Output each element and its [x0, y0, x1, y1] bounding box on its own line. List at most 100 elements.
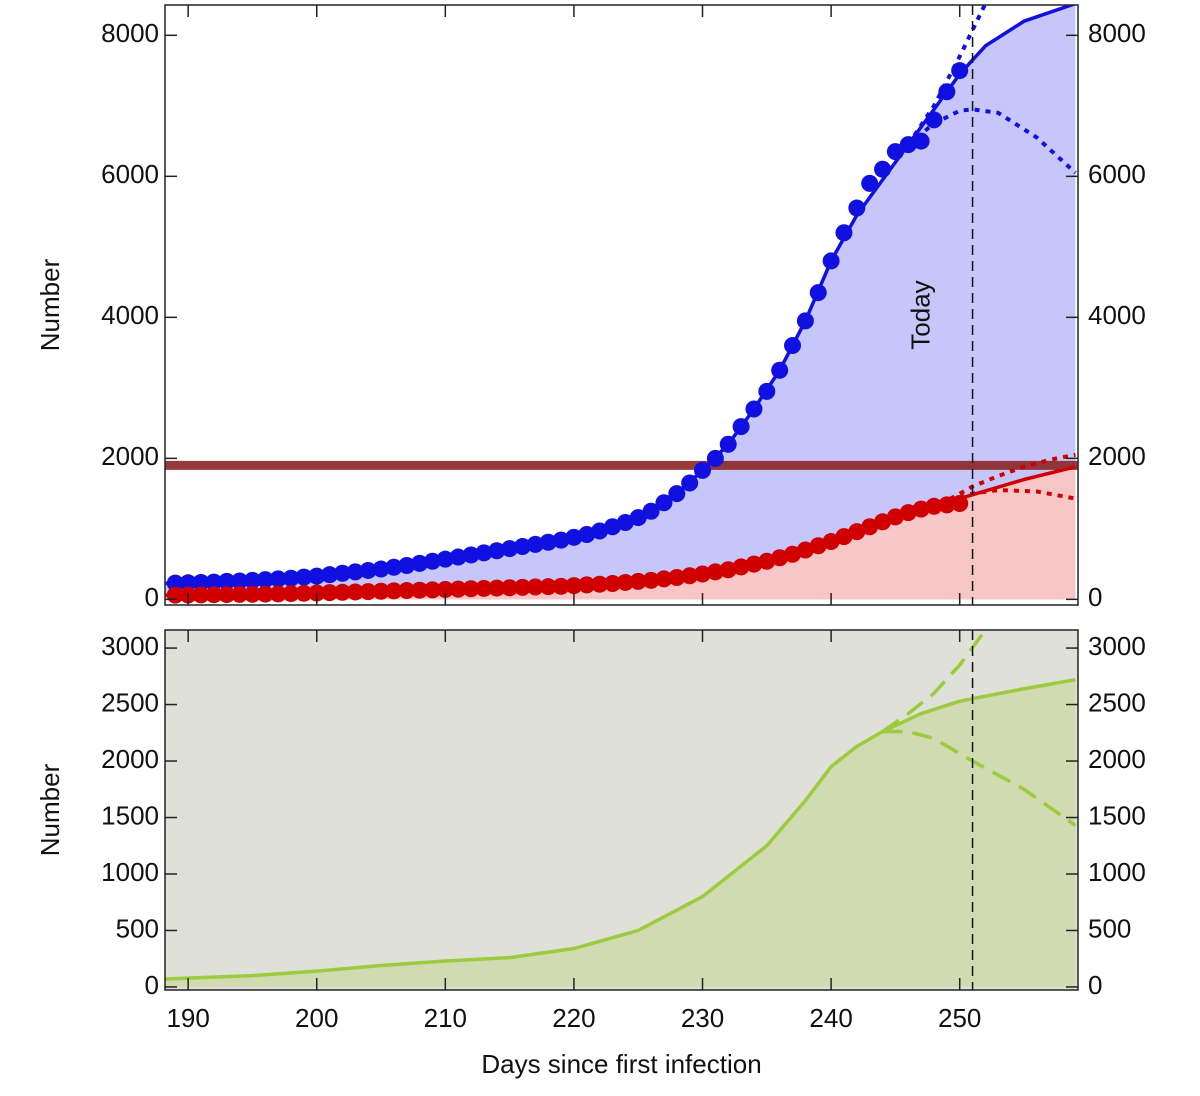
data-point [578, 525, 596, 543]
data-point [411, 581, 429, 599]
data-point [166, 574, 184, 592]
area [165, 679, 1076, 987]
data-point [565, 528, 583, 546]
data-point [899, 136, 917, 154]
data-point [668, 485, 686, 503]
data-point [938, 83, 956, 101]
data-point [694, 565, 712, 583]
data-point [205, 573, 223, 591]
data-point [513, 578, 531, 596]
data-point [591, 522, 609, 540]
data-point [501, 579, 519, 597]
data-point [475, 544, 493, 562]
data-point [462, 546, 480, 564]
data-point [436, 580, 454, 598]
data-point [372, 560, 390, 578]
data-point [809, 537, 827, 555]
data-point [629, 572, 647, 590]
y-tick-label: 3000 [101, 631, 159, 661]
projection-line [881, 630, 987, 734]
data-point [758, 552, 776, 570]
data-point [681, 474, 699, 492]
data-point [333, 583, 351, 601]
data-point [282, 585, 300, 603]
data-point [243, 571, 261, 589]
y-tick-label: 8000 [101, 18, 159, 48]
data-point [642, 502, 660, 520]
data-point [874, 513, 892, 531]
data-point [642, 571, 660, 589]
data-point [925, 111, 943, 129]
data-point [192, 586, 210, 604]
y-tick-label: 2000 [101, 441, 159, 471]
data-point [912, 132, 930, 150]
data-point [886, 508, 904, 526]
y2-tick-label: 8000 [1088, 18, 1146, 48]
data-point [346, 563, 364, 581]
data-point [269, 585, 287, 603]
data-point [938, 496, 956, 514]
data-point [745, 400, 763, 418]
data-point [552, 577, 570, 595]
data-point [436, 550, 454, 568]
data-point [385, 558, 403, 576]
data-point [243, 585, 261, 603]
data-point [321, 566, 339, 584]
data-point [951, 494, 969, 512]
y-tick-label: 2500 [101, 687, 159, 717]
data-point [423, 581, 441, 599]
data-point [861, 518, 879, 536]
data-point [475, 579, 493, 597]
y2-tick-label: 0 [1088, 582, 1102, 612]
y2-tick-label: 3000 [1088, 631, 1146, 661]
y2-tick-label: 1500 [1088, 800, 1146, 830]
data-point [899, 504, 917, 522]
data-point [552, 531, 570, 549]
data-point [861, 174, 879, 192]
data-point [333, 564, 351, 582]
y2-tick-label: 2000 [1088, 744, 1146, 774]
data-point [655, 494, 673, 512]
data-point [771, 361, 789, 379]
data-point [732, 418, 750, 436]
data-point [822, 252, 840, 270]
data-point [848, 523, 866, 541]
data-point [578, 576, 596, 594]
data-point [835, 224, 853, 242]
data-point [719, 435, 737, 453]
data-point [501, 540, 519, 558]
y-tick-label: 6000 [101, 159, 159, 189]
data-point [603, 574, 621, 592]
annotation: Today [905, 280, 935, 349]
data-point [809, 284, 827, 302]
y-tick-label: 500 [116, 913, 159, 943]
data-point [308, 567, 326, 585]
y-tick-label: 2000 [101, 744, 159, 774]
data-point [694, 461, 712, 479]
x-tick-label: 210 [424, 1003, 467, 1033]
data-point [668, 569, 686, 587]
x-tick-label: 240 [809, 1003, 852, 1033]
projection-line [959, 488, 1076, 501]
data-point [706, 563, 724, 581]
data-point [269, 570, 287, 588]
data-point [179, 574, 197, 592]
x-tick-label: 230 [681, 1003, 724, 1033]
data-point [295, 568, 313, 586]
data-point [681, 567, 699, 585]
x-tick-label: 190 [166, 1003, 209, 1033]
data-point [565, 577, 583, 595]
data-point [796, 312, 814, 330]
data-point [848, 199, 866, 217]
y-axis-label: Number [35, 258, 65, 351]
data-point [784, 545, 802, 563]
y-tick-label: 0 [145, 970, 159, 1000]
data-point [411, 554, 429, 572]
data-point [205, 586, 223, 604]
data-point [912, 500, 930, 518]
x-tick-label: 250 [938, 1003, 981, 1033]
data-point [539, 578, 557, 596]
data-point [192, 573, 210, 591]
data-point [513, 537, 531, 555]
y-tick-label: 0 [145, 582, 159, 612]
